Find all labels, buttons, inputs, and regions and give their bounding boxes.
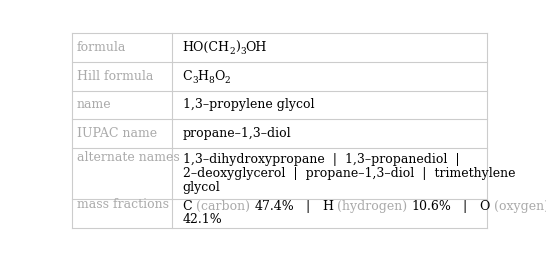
- Text: H: H: [322, 200, 333, 213]
- Text: glycol: glycol: [182, 181, 220, 194]
- Text: O: O: [479, 200, 490, 213]
- Text: H: H: [198, 70, 209, 83]
- Text: 1,3–dihydroxypropane  |  1,3–propanediol  |: 1,3–dihydroxypropane | 1,3–propanediol |: [182, 153, 459, 166]
- Text: ): ): [235, 41, 240, 54]
- Text: 1,3–propylene glycol: 1,3–propylene glycol: [182, 99, 314, 111]
- Text: 2–deoxyglycerol  |  propane–1,3–diol  |  trimethylene: 2–deoxyglycerol | propane–1,3–diol | tri…: [182, 167, 515, 180]
- Text: 42.1%: 42.1%: [182, 213, 222, 226]
- Text: mass fractions: mass fractions: [76, 198, 169, 211]
- Text: formula: formula: [76, 41, 126, 54]
- Text: C: C: [182, 200, 192, 213]
- Text: |: |: [451, 200, 479, 213]
- Text: C: C: [182, 70, 192, 83]
- Text: alternate names: alternate names: [76, 151, 180, 164]
- Text: (oxygen): (oxygen): [490, 200, 546, 213]
- Text: 2: 2: [229, 47, 235, 56]
- Text: IUPAC name: IUPAC name: [76, 127, 157, 140]
- Text: name: name: [76, 99, 111, 111]
- Text: O: O: [215, 70, 225, 83]
- Text: HO(CH: HO(CH: [182, 41, 229, 54]
- Text: 10.6%: 10.6%: [411, 200, 451, 213]
- Text: 3: 3: [192, 76, 198, 85]
- Text: 3: 3: [240, 47, 246, 56]
- Text: (hydrogen): (hydrogen): [333, 200, 411, 213]
- Text: (carbon): (carbon): [192, 200, 254, 213]
- Text: propane–1,3–diol: propane–1,3–diol: [182, 127, 291, 140]
- Text: OH: OH: [246, 41, 267, 54]
- Text: 2: 2: [225, 76, 230, 85]
- Text: Hill formula: Hill formula: [76, 70, 153, 83]
- Text: 47.4%: 47.4%: [254, 200, 294, 213]
- Text: 8: 8: [209, 76, 215, 85]
- Text: |: |: [294, 200, 322, 213]
